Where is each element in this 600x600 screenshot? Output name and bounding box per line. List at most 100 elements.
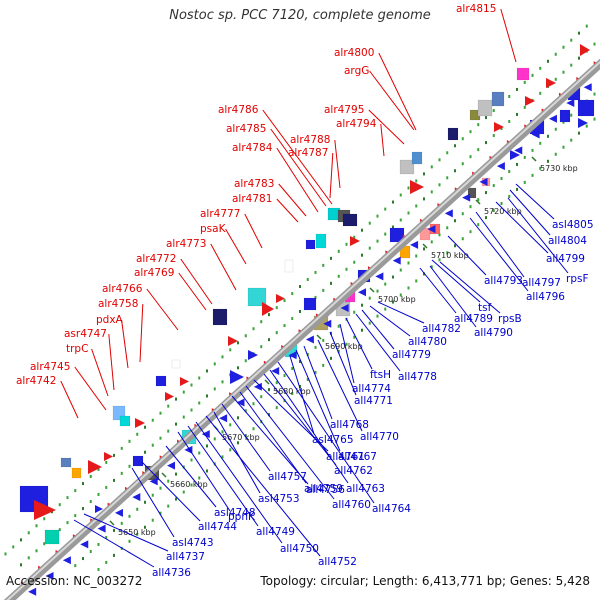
reverse-gene-label[interactable]: tsf bbox=[478, 302, 492, 314]
gene-block bbox=[212, 308, 228, 326]
reverse-strand-arrow bbox=[219, 414, 228, 423]
reverse-gene-label[interactable]: asl4748 bbox=[214, 507, 256, 519]
reverse-gene-label[interactable]: all4796 bbox=[526, 291, 565, 303]
reverse-gene-label[interactable]: all4767 bbox=[338, 451, 377, 463]
reverse-gene-label[interactable]: all4759 bbox=[304, 483, 343, 495]
tick-mark bbox=[454, 169, 456, 173]
forward-gene-label[interactable]: alr4742 bbox=[16, 375, 56, 387]
reverse-gene-label[interactable]: asl4753 bbox=[258, 493, 300, 505]
tick-mark bbox=[516, 187, 518, 191]
tick-mark bbox=[136, 532, 139, 536]
tick-mark bbox=[229, 423, 232, 427]
reverse-gene-label[interactable]: all4789 bbox=[454, 313, 493, 325]
reverse-gene-label[interactable]: rpsF bbox=[566, 273, 589, 285]
tick-mark bbox=[423, 247, 425, 251]
reverse-gene-label[interactable]: all4756 bbox=[306, 484, 345, 496]
tick-mark bbox=[74, 514, 77, 518]
forward-gene-label[interactable]: trpC bbox=[66, 343, 88, 355]
reverse-gene-label[interactable]: all4768 bbox=[330, 419, 369, 431]
forward-gene-label[interactable]: alr4800 bbox=[334, 47, 374, 59]
forward-gene-label[interactable]: pdxA bbox=[96, 314, 124, 326]
gene-block bbox=[132, 455, 144, 467]
tick-mark bbox=[120, 521, 123, 525]
forward-gene-leader bbox=[329, 152, 334, 199]
reverse-gene-label[interactable]: all4770 bbox=[360, 431, 399, 443]
tick-mark bbox=[159, 486, 162, 490]
reverse-gene-label[interactable]: all4782 bbox=[422, 323, 461, 335]
tick-mark bbox=[446, 251, 449, 255]
reverse-gene-label[interactable]: all4744 bbox=[198, 521, 237, 533]
forward-gene-label[interactable]: alr4815 bbox=[456, 3, 496, 15]
forward-gene-label[interactable]: psaK bbox=[200, 223, 227, 235]
forward-gene-label[interactable]: alr4773 bbox=[166, 238, 206, 250]
reverse-gene-label[interactable]: ppnK bbox=[228, 511, 256, 523]
tick-mark bbox=[461, 162, 464, 166]
reverse-gene-label[interactable]: all4763 bbox=[346, 483, 385, 495]
reverse-gene-label[interactable]: all4736 bbox=[152, 567, 191, 579]
reverse-gene-label[interactable]: all4761 bbox=[326, 451, 365, 463]
reverse-gene-label[interactable]: asl4743 bbox=[172, 537, 214, 549]
reverse-gene-label[interactable]: rpsB bbox=[498, 313, 522, 325]
forward-gene-leader bbox=[91, 348, 109, 397]
reverse-gene-label[interactable]: all4780 bbox=[408, 336, 447, 348]
reverse-gene-label[interactable]: all4771 bbox=[354, 395, 393, 407]
tick-mark bbox=[322, 288, 325, 292]
tick-mark bbox=[570, 38, 573, 42]
scale-tick bbox=[422, 243, 428, 249]
forward-gene-label[interactable]: alr4784 bbox=[232, 142, 273, 154]
forward-gene-leader bbox=[146, 288, 179, 331]
reverse-gene-label[interactable]: ftsH bbox=[370, 369, 391, 381]
gene-block bbox=[247, 287, 267, 307]
reverse-gene-label[interactable]: all4760 bbox=[332, 499, 371, 511]
reverse-strand-arrow bbox=[184, 445, 193, 454]
reverse-gene-label[interactable]: all4750 bbox=[280, 543, 319, 555]
gene-block bbox=[491, 91, 505, 107]
forward-gene-label[interactable]: alr4758 bbox=[98, 298, 138, 310]
forward-gene-label[interactable]: alr4794 bbox=[336, 118, 377, 130]
forward-gene-label[interactable]: alr4788 bbox=[290, 134, 330, 146]
forward-gene-label[interactable]: alr4745 bbox=[30, 361, 70, 373]
tick-mark bbox=[547, 159, 549, 163]
reverse-strand-arrow bbox=[358, 288, 366, 297]
reverse-strand-arrow bbox=[253, 382, 262, 391]
forward-gene-label[interactable]: alr4786 bbox=[218, 104, 259, 116]
reverse-gene-label[interactable]: all4790 bbox=[474, 327, 513, 339]
tick-mark bbox=[66, 496, 69, 500]
tick-mark bbox=[438, 158, 441, 162]
forward-gene-label[interactable]: alr4781 bbox=[232, 193, 272, 205]
forward-gene-label[interactable]: alr4785 bbox=[226, 123, 266, 135]
reverse-gene-label[interactable]: all4774 bbox=[352, 383, 391, 395]
reverse-gene-label[interactable]: all4779 bbox=[392, 349, 431, 361]
reverse-gene-label[interactable]: all4799 bbox=[546, 253, 585, 265]
reverse-gene-label[interactable]: all4737 bbox=[166, 551, 205, 563]
forward-gene-label[interactable]: alr4769 bbox=[134, 267, 174, 279]
reverse-gene-label[interactable]: all4752 bbox=[318, 556, 357, 568]
tick-mark bbox=[182, 415, 185, 419]
forward-gene-label[interactable]: asr4747 bbox=[64, 328, 107, 340]
tick-mark bbox=[554, 52, 557, 56]
reverse-gene-label[interactable]: all4797 bbox=[522, 277, 561, 289]
forward-gene-label[interactable]: alr4787 bbox=[288, 147, 328, 159]
reverse-gene-label[interactable]: all4757 bbox=[268, 471, 307, 483]
reverse-gene-label[interactable]: asl4765 bbox=[312, 434, 354, 446]
gene-block bbox=[477, 99, 493, 117]
forward-gene-label[interactable]: alr4777 bbox=[200, 208, 240, 220]
forward-gene-label[interactable]: alr4772 bbox=[136, 253, 176, 265]
tick-mark bbox=[213, 387, 216, 391]
forward-gene-label[interactable]: alr4795 bbox=[324, 104, 364, 116]
reverse-gene-label[interactable]: all4749 bbox=[256, 526, 295, 538]
forward-gene-label[interactable]: alr4766 bbox=[102, 283, 143, 295]
reverse-gene-leader bbox=[355, 313, 401, 372]
reverse-gene-label[interactable]: all4804 bbox=[548, 235, 587, 247]
tick-mark bbox=[430, 265, 433, 269]
reverse-strand-arrow bbox=[97, 524, 106, 533]
reverse-gene-label[interactable]: all4778 bbox=[398, 371, 437, 383]
forward-gene-label[interactable]: alr4783 bbox=[234, 178, 274, 190]
reverse-gene-label[interactable]: all4793 bbox=[484, 275, 523, 287]
reverse-gene-label[interactable]: all4762 bbox=[334, 465, 373, 477]
forward-gene-label[interactable]: argG bbox=[344, 65, 369, 77]
reverse-gene-label[interactable]: all4764 bbox=[372, 503, 411, 515]
reverse-gene-label[interactable]: asl4805 bbox=[552, 219, 594, 231]
tick-mark bbox=[314, 345, 317, 349]
backbone-line bbox=[3, 58, 600, 600]
